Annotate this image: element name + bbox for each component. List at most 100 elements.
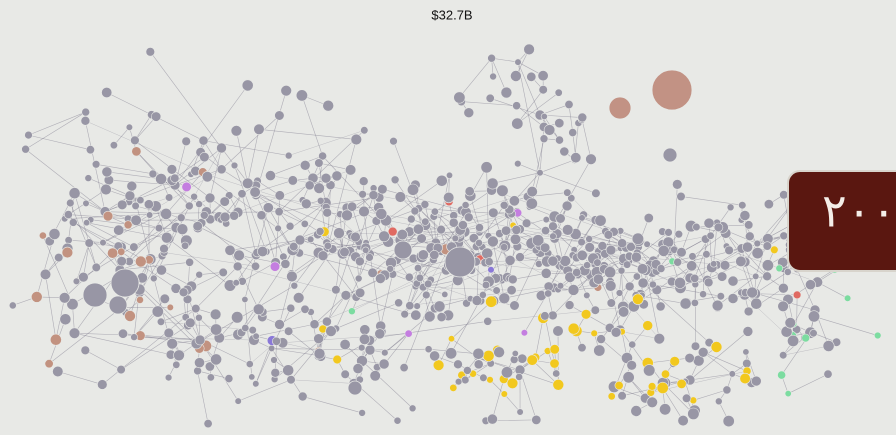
node [107,247,119,259]
edge [504,393,521,413]
edge [796,268,816,311]
node [203,419,213,429]
badge-box [787,170,896,272]
node [155,173,167,185]
node [156,264,167,276]
edge [544,315,555,364]
node [690,273,700,283]
edge [514,251,541,306]
node [567,194,576,203]
edge [717,276,756,306]
node [156,317,166,326]
node [399,363,409,373]
node [413,263,422,272]
edge [342,253,361,293]
node [511,349,519,357]
node [274,207,284,217]
edge [461,101,517,106]
node [193,366,202,376]
node [408,404,417,413]
node [742,326,754,337]
node [101,166,113,178]
node [822,340,835,352]
node [325,325,337,337]
edge [174,147,222,186]
node [630,405,643,417]
edge [74,332,171,355]
edge [369,348,429,351]
edge [207,176,279,229]
node [410,309,422,321]
node [378,230,390,243]
edge [369,253,382,332]
node [510,70,522,82]
edge [517,163,541,173]
edge [813,316,878,336]
node [166,303,174,312]
node [410,206,420,216]
node [406,183,419,196]
edge [299,202,326,241]
edge [238,379,292,402]
node [286,303,296,313]
node [692,222,701,232]
node [787,334,800,347]
edge [451,301,492,339]
node [424,345,433,354]
node [323,241,332,250]
node [82,199,90,207]
node [554,88,563,97]
node [739,372,751,385]
large-node [110,268,140,298]
node [230,161,239,170]
node [743,306,754,317]
node [540,311,550,321]
node [429,350,440,362]
node [413,302,421,310]
node [313,182,325,194]
node [299,160,311,171]
edge [314,295,347,325]
node [664,228,673,237]
node [130,214,142,226]
node [559,255,572,267]
node [143,199,154,210]
node [300,219,309,228]
node [642,320,654,331]
node [526,186,538,198]
node [726,203,735,212]
node [492,286,501,295]
node [539,134,549,143]
node [358,409,366,417]
node [823,369,833,379]
edge [361,360,413,409]
edge [531,138,545,192]
node [198,135,209,146]
node [304,180,315,191]
node [161,231,173,244]
node [224,374,234,383]
node [30,291,43,303]
node [564,300,575,310]
node [68,187,81,200]
edge [48,307,122,364]
node [697,346,709,358]
edge [85,350,122,370]
node [784,317,796,329]
node [315,227,325,236]
node [547,310,558,321]
node [321,316,332,327]
edge [706,254,756,277]
node [656,381,669,394]
node [606,298,616,308]
node [8,301,17,310]
node [531,414,542,425]
edge [516,105,545,128]
node [154,224,164,233]
large-node [444,246,476,278]
node [421,217,430,226]
node [549,358,560,369]
node [493,346,505,359]
